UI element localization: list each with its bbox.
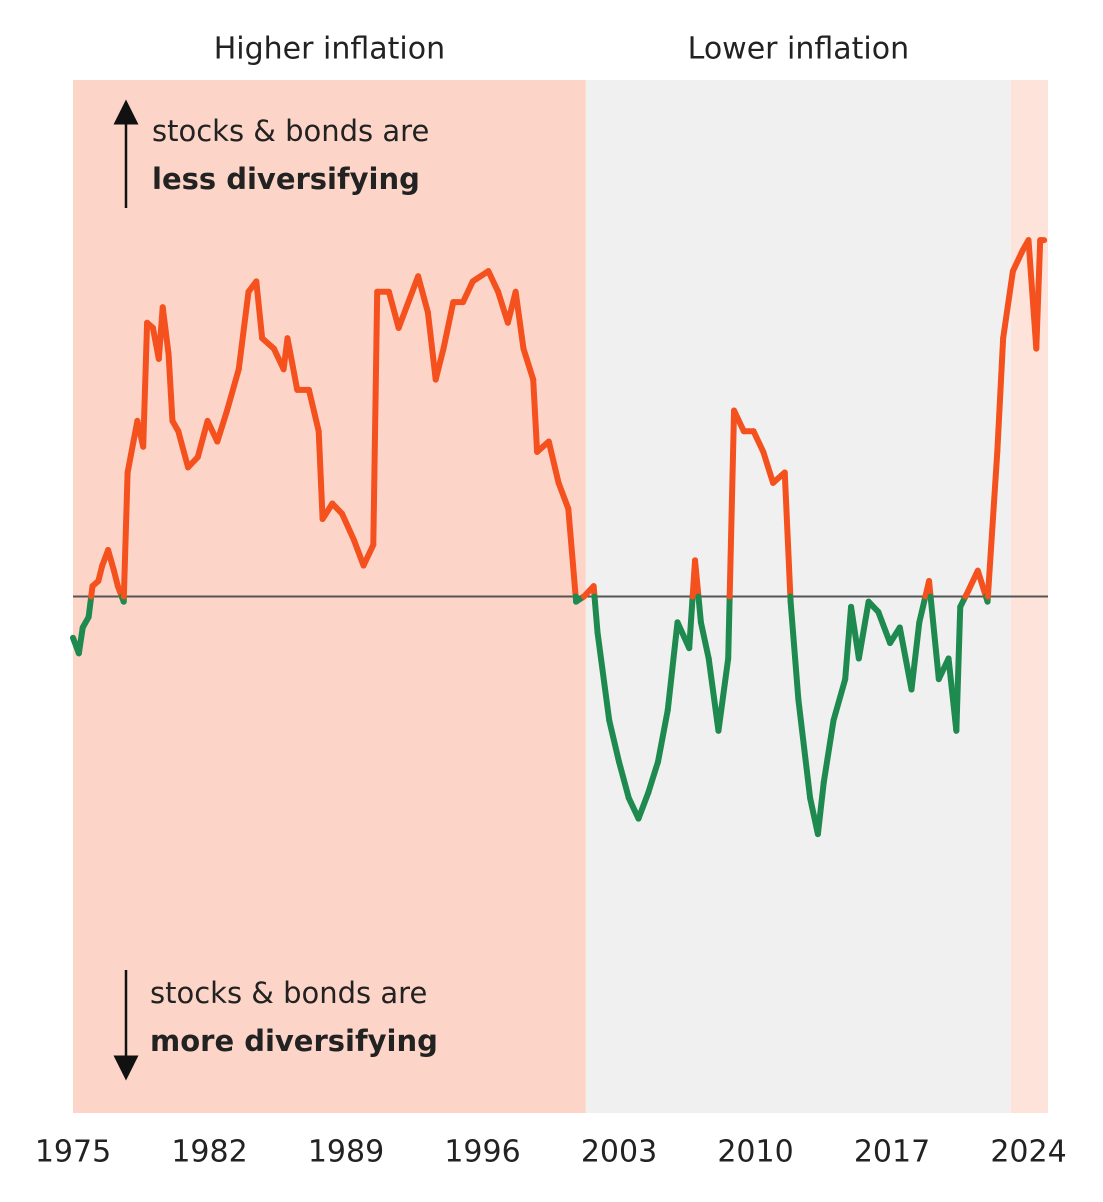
line-segment [645, 758, 661, 796]
line-segment [984, 448, 1001, 600]
line-segment [760, 448, 777, 486]
line-segment [726, 407, 738, 600]
x-tick-label: 1989 [308, 1135, 384, 1170]
annotation: stocks & bonds are [152, 114, 429, 148]
x-tick-label: 1982 [171, 1135, 247, 1170]
line-segment [432, 345, 447, 383]
line-segment [165, 350, 176, 424]
line-segment [105, 547, 117, 574]
line-segment [731, 407, 747, 435]
line-segment [994, 335, 1007, 455]
line-segment [339, 510, 357, 543]
line-segment [750, 428, 767, 455]
line-segment [795, 696, 814, 801]
line-segment [305, 386, 322, 435]
line-segment [520, 345, 537, 383]
line-segment [565, 505, 579, 600]
line-segment [908, 619, 923, 693]
line-segment [159, 304, 172, 357]
line-segment [124, 438, 137, 476]
line-segment [686, 593, 696, 652]
line-segment [469, 268, 492, 285]
annotation: more diversifying [150, 1024, 438, 1058]
line-segment [591, 593, 601, 636]
line-segment [120, 469, 131, 600]
line-segment [655, 707, 671, 765]
line-segment [415, 273, 431, 316]
line-segment [530, 376, 541, 455]
line-segment [1000, 268, 1016, 342]
line-segment [616, 758, 632, 801]
line-segment [175, 428, 192, 471]
region-label: Lower inflation [688, 32, 910, 67]
line-segment [953, 603, 964, 734]
line-segment [705, 655, 722, 734]
line-segment [385, 288, 402, 331]
x-tick-label: 1975 [35, 1135, 111, 1170]
line-segment [692, 557, 702, 600]
line-segment [855, 598, 872, 662]
line-segment [635, 789, 652, 822]
line-segment [194, 417, 211, 461]
line-segment [1009, 247, 1026, 275]
line-segment [485, 268, 502, 295]
line-segment [315, 428, 326, 523]
line-segment [214, 407, 231, 445]
x-tick-label: 2017 [854, 1135, 930, 1170]
line-segment [715, 655, 732, 734]
x-tick-label: 2024 [990, 1135, 1066, 1170]
line-segment [1033, 237, 1044, 352]
line-segment [927, 593, 942, 683]
line-segment [424, 309, 439, 383]
region-label: Higher inflation [214, 32, 445, 67]
x-tick-label: 1996 [444, 1135, 520, 1170]
line-segment [545, 438, 562, 486]
line-segment [974, 567, 989, 600]
line-segment [814, 779, 827, 838]
line-segment [395, 299, 412, 331]
line-segment [460, 278, 476, 306]
line-segment [594, 629, 613, 724]
line-segment [664, 619, 681, 714]
line-segment [140, 319, 151, 450]
line-segment [235, 288, 252, 373]
line-segment [695, 593, 704, 626]
line-segment [440, 299, 457, 352]
line-segment [284, 335, 301, 393]
line-segment [370, 288, 381, 548]
x-tick-label: 2003 [581, 1135, 657, 1170]
line-segment [830, 676, 849, 724]
line-segment [787, 598, 802, 703]
line-segment [725, 593, 733, 662]
line-segment [224, 366, 242, 414]
annotation: stocks & bonds are [150, 976, 427, 1010]
line-segment [697, 619, 712, 662]
line-segment [512, 288, 527, 352]
line-segment [820, 717, 837, 786]
line-segment [896, 624, 915, 693]
line-segment [85, 593, 95, 621]
line-segment [555, 479, 572, 512]
line-segment [75, 624, 86, 657]
x-tick-label: 2010 [717, 1135, 793, 1170]
line-segment [781, 469, 794, 600]
line-segment [875, 608, 894, 646]
line-segment [350, 536, 367, 569]
line-segment [360, 541, 377, 569]
line-segment [606, 717, 622, 765]
annotation: less diversifying [152, 162, 420, 196]
line-segment [916, 593, 929, 626]
line-segment [253, 278, 266, 342]
